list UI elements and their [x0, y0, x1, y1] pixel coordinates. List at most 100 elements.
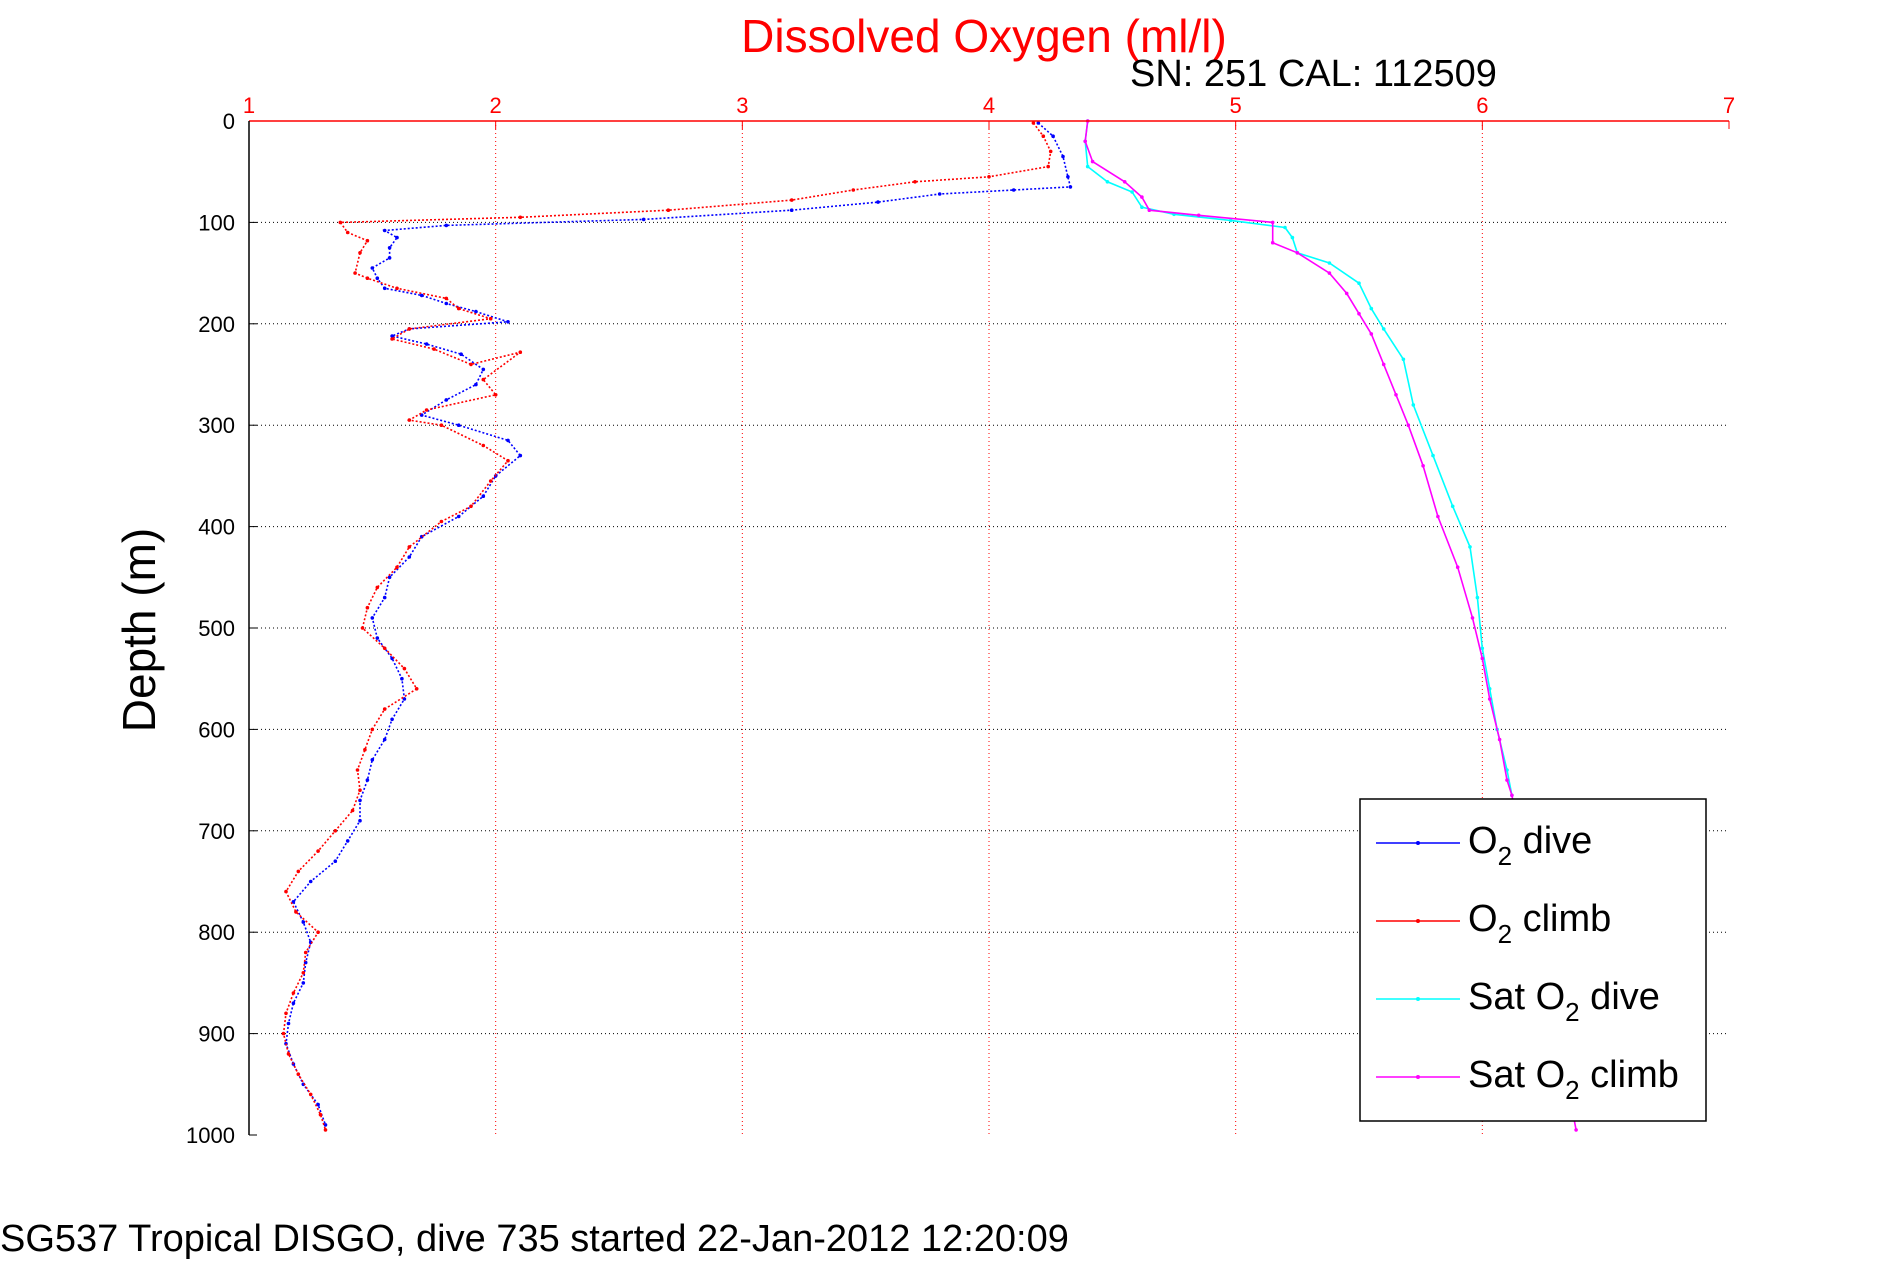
legend-label: O2 dive — [1468, 820, 1592, 871]
data-point — [439, 423, 444, 428]
data-point — [1421, 464, 1425, 468]
legend-item: O2 climb — [1376, 898, 1611, 949]
data-point — [323, 1123, 328, 1127]
data-point — [469, 362, 473, 367]
data-point — [987, 175, 991, 179]
data-point — [284, 889, 288, 894]
data-point — [1510, 793, 1514, 798]
data-point — [301, 971, 306, 975]
data-point — [1290, 235, 1295, 240]
data-point — [1487, 697, 1492, 701]
data-point — [370, 727, 375, 732]
data-point — [1327, 271, 1332, 275]
data-point — [1357, 281, 1361, 286]
data-point — [1475, 595, 1480, 600]
data-point — [1295, 251, 1300, 255]
data-point — [345, 839, 350, 843]
data-point — [370, 266, 375, 270]
data-point — [1401, 357, 1406, 362]
data-point — [1196, 213, 1201, 218]
legend-marker — [1416, 841, 1420, 845]
y-tick-label: 400 — [198, 515, 235, 540]
data-point — [456, 423, 461, 428]
data-point — [419, 293, 424, 298]
data-point — [488, 479, 493, 483]
data-point — [493, 393, 498, 397]
data-point — [1046, 164, 1050, 169]
data-point — [789, 208, 794, 212]
data-point — [301, 920, 306, 924]
y-axis-label: Depth (m) — [113, 528, 165, 732]
legend-marker — [1416, 919, 1420, 923]
data-point — [281, 1031, 286, 1036]
data-point — [375, 585, 380, 590]
data-point — [407, 418, 412, 422]
data-point — [666, 208, 671, 212]
data-point — [1228, 218, 1233, 223]
data-point — [1036, 121, 1041, 125]
legend-marker — [1416, 1075, 1420, 1079]
data-point — [481, 367, 486, 372]
data-point — [1381, 327, 1386, 331]
data-point — [1480, 646, 1485, 651]
y-tick-label: 900 — [198, 1022, 235, 1047]
data-point — [518, 215, 523, 220]
data-point — [1031, 121, 1036, 125]
data-point — [1083, 139, 1087, 144]
data-point — [1344, 291, 1349, 296]
data-point — [424, 342, 429, 346]
data-point — [481, 377, 486, 382]
data-point — [518, 350, 523, 355]
data-point — [1140, 195, 1144, 199]
data-point — [481, 443, 486, 448]
data-point — [456, 306, 461, 311]
data-point — [1122, 180, 1127, 184]
data-point — [333, 859, 338, 863]
legend: O2 dive O2 climb Sat O2 dive Sat O2 climb — [1359, 798, 1707, 1122]
data-point — [1130, 190, 1134, 194]
x-tick-label: 1 — [243, 93, 255, 118]
data-point — [291, 900, 296, 904]
data-point — [1406, 423, 1411, 428]
series-0 — [284, 121, 1073, 1127]
axes — [248, 120, 1730, 1136]
data-point — [333, 829, 338, 833]
data-point — [382, 595, 387, 600]
data-point — [402, 666, 407, 671]
data-point — [395, 235, 399, 240]
x-tick-label: 2 — [490, 93, 502, 118]
legend-marker — [1416, 997, 1420, 1001]
data-point — [1369, 332, 1374, 336]
data-point — [395, 286, 399, 291]
data-point — [365, 778, 370, 782]
y-tick-label: 500 — [198, 616, 235, 641]
x-tick-label: 5 — [1230, 93, 1242, 118]
legend-box — [1359, 798, 1707, 1122]
x-tick-label: 7 — [1723, 93, 1735, 118]
data-point — [488, 316, 493, 321]
data-point — [1051, 134, 1055, 138]
legend-item: Sat O2 dive — [1376, 976, 1660, 1027]
data-point — [345, 230, 350, 235]
data-point — [370, 616, 375, 620]
data-point — [1455, 565, 1460, 569]
x-tick-label: 3 — [736, 93, 748, 118]
data-point — [1085, 164, 1090, 169]
data-point — [1436, 514, 1440, 519]
data-point — [641, 217, 646, 222]
data-point — [1048, 149, 1053, 154]
data-point — [481, 494, 486, 499]
y-tick-label: 0 — [223, 109, 235, 134]
data-point — [353, 271, 357, 275]
data-point — [444, 301, 449, 306]
data-point — [284, 1011, 288, 1016]
data-point — [296, 1072, 301, 1076]
data-point — [1105, 180, 1110, 184]
series-layer — [281, 119, 1578, 1132]
data-point — [395, 565, 399, 569]
data-point — [400, 676, 404, 681]
data-point — [1066, 175, 1070, 179]
x-tick-label: 4 — [983, 93, 995, 118]
data-point — [1041, 134, 1046, 138]
